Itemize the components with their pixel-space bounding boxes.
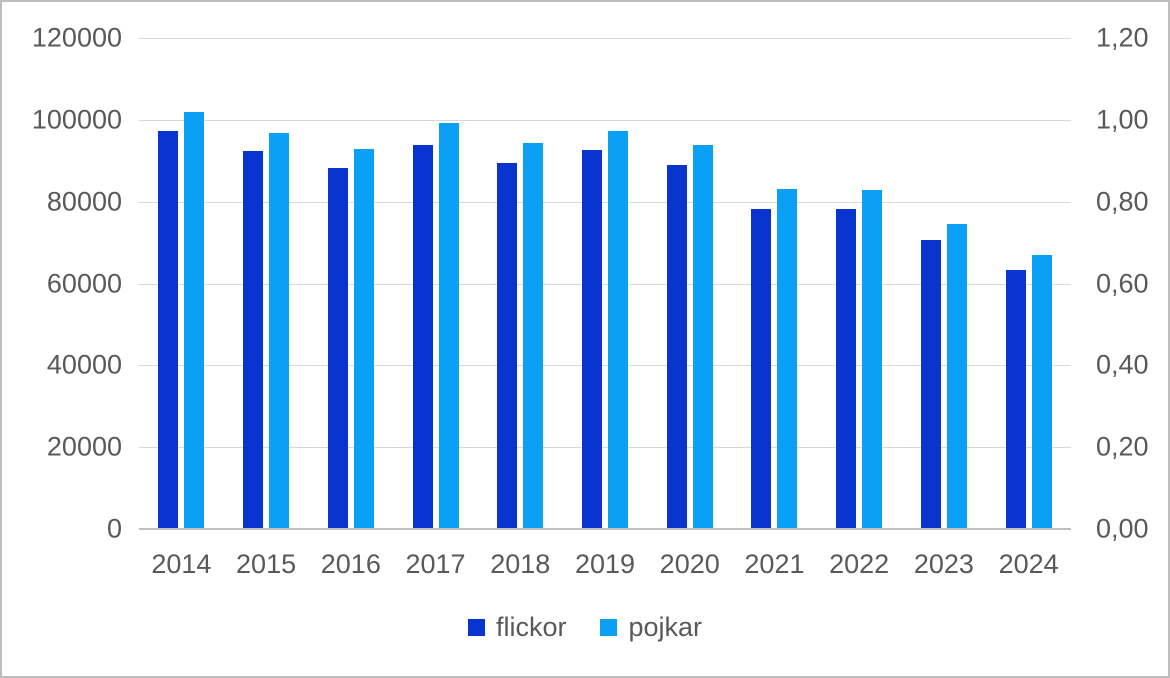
legend: flickor pojkar [2, 614, 1168, 641]
legend-label-flickor: flickor [495, 612, 567, 642]
bar-flickor-2016 [327, 168, 348, 528]
bar-pojkar-2015 [269, 132, 290, 528]
right-axis-tick-label: 1,20 [1096, 22, 1149, 53]
left-axis-tick-label: 60000 [46, 268, 122, 298]
bar-flickor-2015 [243, 150, 264, 528]
right-axis-tick-label: 0,00 [1096, 513, 1149, 544]
x-axis-label-2020: 2020 [659, 549, 720, 579]
bar-flickor-2023 [920, 239, 941, 528]
bar-pojkar-2018 [523, 143, 544, 528]
pojkar-swatch-icon [600, 619, 618, 636]
bar-flickor-2019 [582, 149, 602, 528]
legend-item-pojkar: pojkar [600, 614, 702, 641]
x-axis-label-2018: 2018 [490, 549, 551, 579]
x-axis-label-2016: 2016 [320, 549, 381, 579]
x-axis-label-2014: 2014 [151, 549, 212, 579]
gridline [139, 119, 1071, 121]
gridline [139, 38, 1071, 39]
right-axis-tick-label: 0,80 [1096, 186, 1149, 217]
bar-flickor-2020 [666, 164, 687, 528]
gridline [139, 201, 1071, 203]
legend-item-flickor: flickor [467, 612, 567, 642]
left-axis-tick-label: 0 [106, 513, 122, 544]
gridline [139, 447, 1071, 449]
legend-label-pojkar: pojkar [628, 612, 703, 642]
left-axis-tick-label: 80000 [46, 186, 122, 217]
bar-pojkar-2017 [438, 123, 459, 528]
bar-flickor-2022 [836, 209, 857, 528]
bar-pojkar-2019 [608, 130, 628, 528]
right-axis-tick-label: 0,20 [1096, 431, 1149, 462]
bar-pojkar-2024 [1031, 255, 1052, 528]
left-axis-tick-label: 40000 [46, 349, 122, 380]
bar-pojkar-2022 [862, 189, 883, 528]
left-axis-tick-label: 100000 [31, 104, 122, 135]
bar-pojkar-2023 [946, 223, 967, 528]
right-axis-tick-label: 0,40 [1096, 349, 1149, 380]
left-axis-tick-label: 20000 [46, 431, 122, 462]
x-axis-label-2017: 2017 [405, 549, 466, 579]
gridline [139, 283, 1071, 285]
x-axis-label-2023: 2023 [913, 549, 974, 579]
flickor-swatch-icon [467, 619, 485, 636]
x-axis-line [139, 528, 1071, 530]
left-axis-tick-label: 120000 [31, 22, 122, 53]
bar-flickor-2018 [497, 163, 518, 528]
x-axis-label-2024: 2024 [998, 549, 1059, 579]
bar-flickor-2017 [412, 144, 433, 528]
x-axis-label-2019: 2019 [574, 549, 636, 579]
bar-pojkar-2021 [777, 188, 798, 528]
bar-pojkar-2014 [184, 112, 205, 528]
bar-flickor-2024 [1005, 269, 1026, 528]
right-axis-tick-label: 0,60 [1096, 268, 1149, 298]
right-axis-tick-label: 1,00 [1096, 104, 1149, 135]
bar-pojkar-2016 [353, 148, 374, 528]
gridline [139, 365, 1071, 367]
bar-pojkar-2020 [692, 145, 713, 528]
bar-flickor-2014 [158, 130, 179, 528]
x-axis-label-2021: 2021 [744, 549, 805, 579]
bar-flickor-2021 [751, 209, 772, 528]
x-axis-label-2022: 2022 [829, 549, 890, 579]
x-axis-label-2015: 2015 [236, 549, 297, 579]
